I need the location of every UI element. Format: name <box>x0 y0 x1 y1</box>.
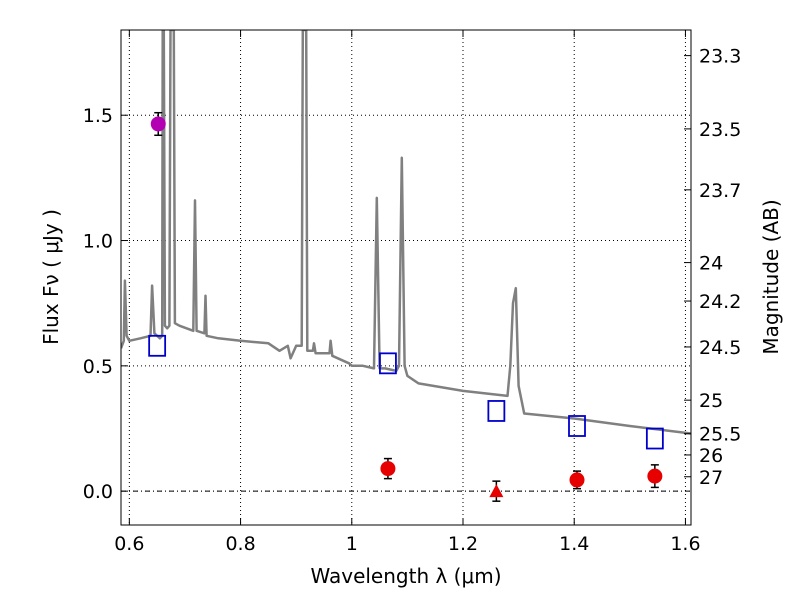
x-tick-label: 1.6 <box>670 533 700 555</box>
model-photometry-square <box>148 334 167 357</box>
magnitude-tick-label: 23.5 <box>699 119 741 141</box>
data-markers <box>148 111 664 502</box>
magnitude-tick-label: 26 <box>699 445 723 467</box>
x-tick-label: 0.8 <box>225 533 255 555</box>
ground-detection-point <box>150 116 166 132</box>
model-photometry-square <box>568 415 586 437</box>
model-spectrum-line <box>121 30 691 435</box>
upper-limit-triangle <box>489 484 504 498</box>
x-tick-label: 0.6 <box>114 533 144 555</box>
plot-frame <box>120 29 692 526</box>
magnitude-tick-label: 27 <box>699 467 723 489</box>
model-photometry-square <box>645 427 664 450</box>
magnitude-tick-label: 24.5 <box>699 337 741 359</box>
detection-point <box>569 472 585 488</box>
y-tick-label: 0.5 <box>83 356 113 378</box>
x-tick-label: 1.4 <box>559 533 589 555</box>
model-photometry-square <box>379 352 397 375</box>
model-spectrum-group <box>121 30 691 435</box>
y-tick-label: 1.0 <box>83 231 113 253</box>
detection-point <box>647 468 663 484</box>
x-tick-label: 1 <box>346 533 358 555</box>
y-tick-label: 1.5 <box>83 105 113 127</box>
axis-ticks: 0.6 0.8 1 1.2 1.4 1.6 0.0 0.5 1.0 1.5 23.3 23.5 23.7… <box>83 30 741 555</box>
y-tick-label: 0.0 <box>83 481 113 503</box>
magnitude-axis-label: Magnitude (AB) <box>759 199 783 354</box>
magnitude-tick-label: 25.5 <box>699 424 741 446</box>
x-axis-label: Wavelength λ (μm) <box>310 564 501 588</box>
magnitude-tick-label: 23.7 <box>699 180 741 202</box>
grid <box>121 30 691 525</box>
model-photometry-square <box>487 400 506 422</box>
detection-point <box>380 461 396 477</box>
magnitude-tick-label: 24.2 <box>699 291 741 313</box>
magnitude-tick-label: 23.3 <box>699 46 741 68</box>
y-axis-label: Flux Fν ( μJy ) <box>39 209 63 345</box>
magnitude-tick-label: 24 <box>699 253 723 275</box>
magnitude-tick-label: 25 <box>699 390 723 412</box>
x-tick-label: 1.2 <box>448 533 478 555</box>
